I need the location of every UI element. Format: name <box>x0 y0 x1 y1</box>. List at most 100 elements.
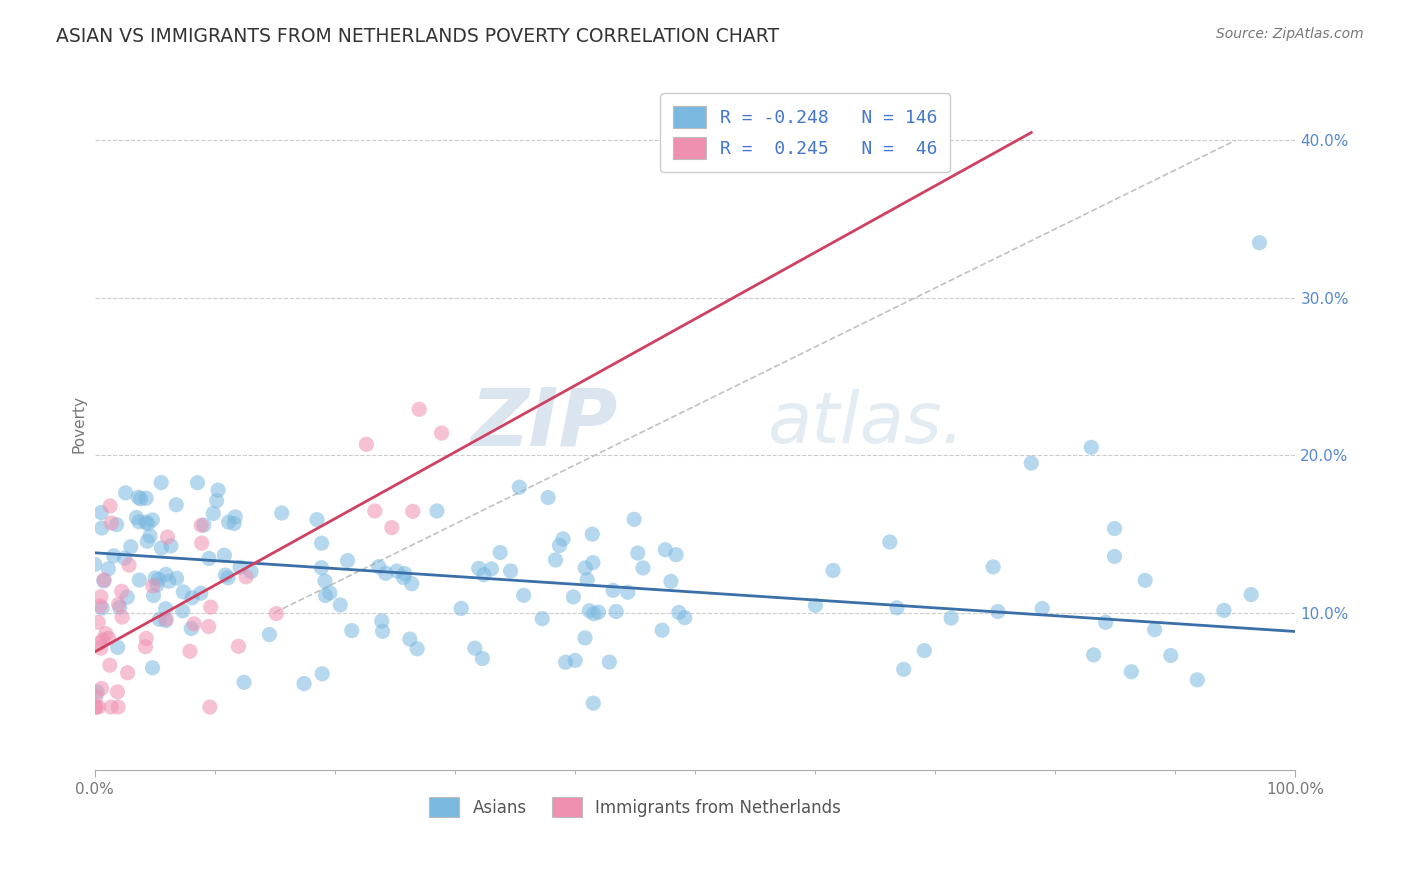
Point <box>314 574 336 588</box>
Point <box>108 600 131 615</box>
Point <box>135 632 157 646</box>
Point <box>190 586 212 600</box>
Point <box>582 696 605 710</box>
Point <box>668 606 690 620</box>
Point <box>1160 648 1182 663</box>
Point <box>1104 549 1126 564</box>
Point <box>367 559 389 574</box>
Point <box>111 584 134 599</box>
Point <box>804 599 827 613</box>
Point <box>574 631 596 645</box>
Point <box>402 504 425 518</box>
Point <box>1249 235 1271 250</box>
Point <box>117 665 139 680</box>
Point <box>135 516 157 530</box>
Point <box>981 560 1004 574</box>
Point <box>578 604 600 618</box>
Point <box>193 518 215 533</box>
Point <box>340 624 363 638</box>
Point <box>471 651 494 665</box>
Point <box>472 567 495 582</box>
Point <box>1094 615 1116 630</box>
Point <box>107 700 129 714</box>
Point <box>89 636 111 650</box>
Point <box>93 574 115 588</box>
Point <box>229 560 252 574</box>
Point <box>105 517 128 532</box>
Point <box>537 491 560 505</box>
Point <box>207 483 229 497</box>
Point <box>157 574 180 589</box>
Point <box>370 614 392 628</box>
Point <box>114 551 136 566</box>
Point <box>190 518 212 533</box>
Point <box>155 601 177 615</box>
Point <box>356 437 378 451</box>
Point <box>879 535 901 549</box>
Point <box>90 641 112 656</box>
Point <box>90 506 112 520</box>
Point <box>602 583 624 598</box>
Point <box>97 562 120 576</box>
Point <box>240 565 263 579</box>
Point <box>654 542 676 557</box>
Point <box>531 612 554 626</box>
Y-axis label: Poverty: Poverty <box>72 395 86 453</box>
Point <box>86 685 108 699</box>
Point <box>1104 522 1126 536</box>
Point <box>401 576 423 591</box>
Point <box>180 622 202 636</box>
Point <box>186 475 208 490</box>
Point <box>233 675 256 690</box>
Point <box>673 610 696 624</box>
Point <box>235 570 257 584</box>
Point <box>311 666 333 681</box>
Point <box>136 516 159 531</box>
Point <box>125 510 148 524</box>
Point <box>128 573 150 587</box>
Point <box>270 506 292 520</box>
Point <box>214 568 236 582</box>
Point <box>198 700 221 714</box>
Point <box>87 700 110 714</box>
Point <box>198 551 221 566</box>
Point <box>499 564 522 578</box>
Point <box>912 643 935 657</box>
Point <box>508 480 530 494</box>
Point <box>581 527 603 541</box>
Point <box>374 566 396 581</box>
Point <box>489 545 512 559</box>
Point <box>311 560 333 574</box>
Point <box>217 571 239 585</box>
Point <box>90 521 112 535</box>
Point <box>150 475 173 490</box>
Point <box>544 553 567 567</box>
Point <box>100 516 122 530</box>
Point <box>224 516 246 531</box>
Point <box>319 586 342 600</box>
Point <box>166 571 188 585</box>
Point <box>392 570 415 584</box>
Point <box>160 539 183 553</box>
Point <box>329 598 352 612</box>
Point <box>128 515 150 529</box>
Point <box>399 632 422 646</box>
Point <box>98 658 121 673</box>
Point <box>821 564 844 578</box>
Point <box>576 573 599 587</box>
Point <box>202 507 225 521</box>
Point <box>120 540 142 554</box>
Point <box>83 558 105 572</box>
Point <box>181 591 204 605</box>
Text: Source: ZipAtlas.com: Source: ZipAtlas.com <box>1216 27 1364 41</box>
Point <box>205 493 228 508</box>
Point <box>627 546 650 560</box>
Point <box>127 490 149 504</box>
Point <box>623 512 645 526</box>
Point <box>134 640 156 654</box>
Point <box>582 556 605 570</box>
Point <box>631 561 654 575</box>
Point <box>172 604 194 618</box>
Point <box>91 632 114 647</box>
Point <box>314 589 336 603</box>
